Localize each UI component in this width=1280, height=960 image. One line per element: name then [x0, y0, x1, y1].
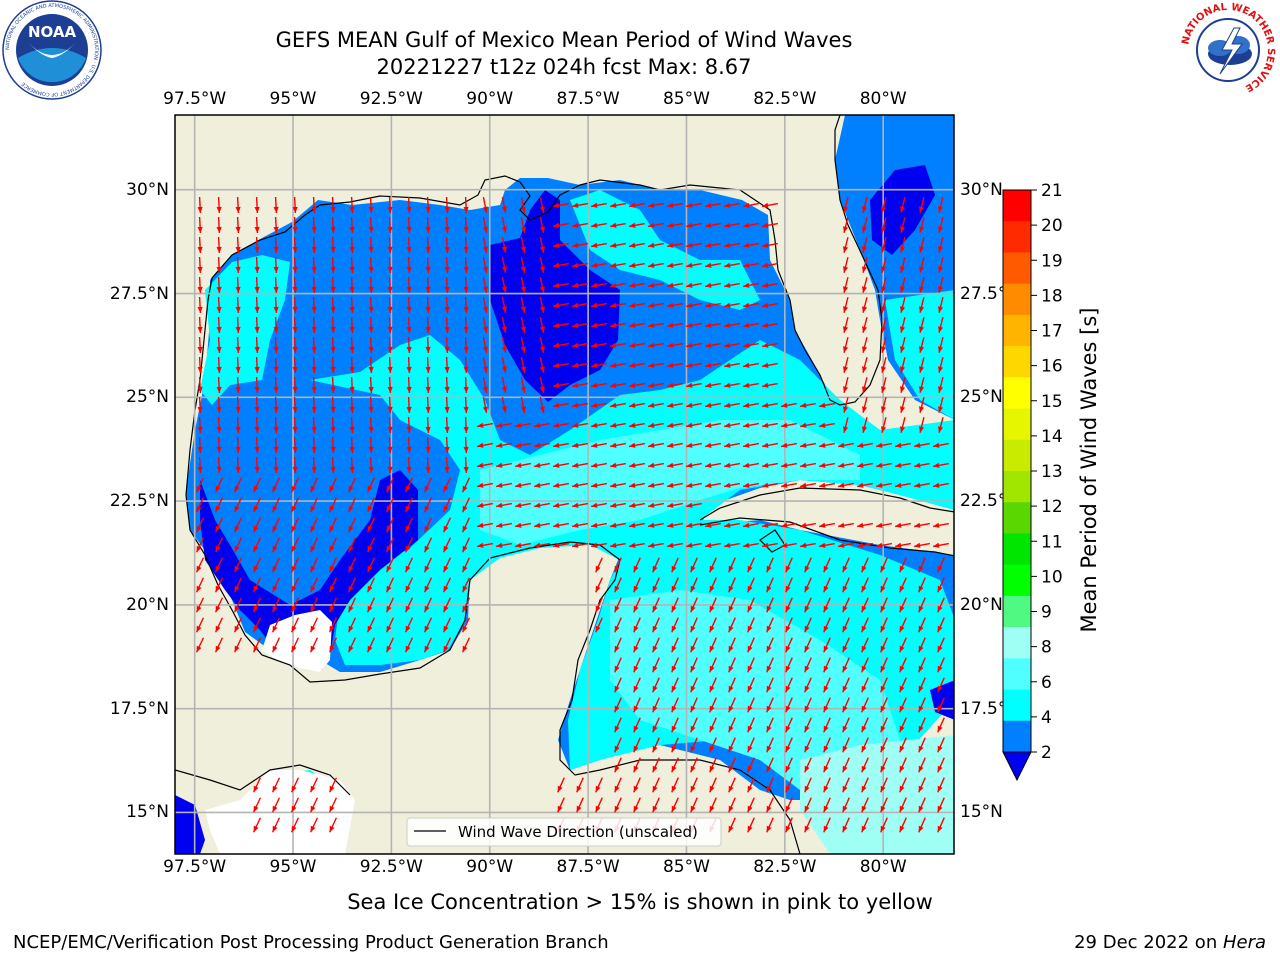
colorbar-segment — [1003, 346, 1031, 378]
footer-date: 29 Dec 2022 on Hera — [1074, 932, 1266, 953]
colorbar-segment — [1003, 690, 1031, 722]
colorbar-extend-arrow — [1003, 752, 1031, 780]
colorbar-segment — [1003, 284, 1031, 316]
colorbar-tick-label: 19 — [1041, 251, 1063, 271]
colorbar-tick-label: 10 — [1041, 567, 1063, 587]
colorbar-segment — [1003, 658, 1031, 690]
colorbar-tick-label: 20 — [1041, 216, 1063, 236]
colorbar-tick-label: 9 — [1041, 603, 1052, 623]
legend-label: Wind Wave Direction (unscaled) — [458, 823, 698, 841]
colorbar: 21 20 19 18 17 16 15 14 13 12 11 10 9 8 6 4 2 — [990, 175, 1130, 795]
colorbar-segment — [1003, 721, 1031, 753]
colorbar-tick-label: 4 — [1041, 708, 1052, 728]
colorbar-segment — [1003, 377, 1031, 409]
legend: Wind Wave Direction (unscaled) — [407, 818, 721, 846]
lon-tick-label-bottom: 80°W — [823, 857, 943, 877]
colorbar-tick-label: 13 — [1041, 462, 1063, 482]
colorbar-tick-label: 6 — [1041, 673, 1052, 693]
colorbar-segment — [1003, 502, 1031, 534]
colorbar-tick-label: 18 — [1041, 286, 1063, 306]
colorbar-tick-label: 8 — [1041, 638, 1052, 658]
colorbar-segment — [1003, 565, 1031, 597]
lat-tick-label-right: 15°N — [960, 802, 1003, 822]
lat-tick-label-left: 22.5°N — [49, 491, 169, 511]
colorbar-segment — [1003, 190, 1031, 222]
colorbar-segment — [1003, 409, 1031, 441]
colorbar-tick-label: 16 — [1041, 357, 1063, 377]
colorbar-segment — [1003, 440, 1031, 472]
lat-tick-label-left: 27.5°N — [49, 284, 169, 304]
colorbar-segment — [1003, 596, 1031, 628]
colorbar-tick-label: 2 — [1041, 743, 1052, 763]
colorbar-tick-label: 12 — [1041, 497, 1063, 517]
colorbar-segment — [1003, 533, 1031, 565]
colorbar-tick-label: 11 — [1041, 532, 1063, 552]
colorbar-segment — [1003, 221, 1031, 253]
lat-tick-label-left: 15°N — [49, 802, 169, 822]
footer-date-text: 29 Dec 2022 on — [1074, 932, 1223, 953]
colorbar-segment — [1003, 627, 1031, 659]
sea-ice-note: Sea Ice Concentration > 15% is shown in … — [0, 890, 1280, 914]
footer-credit: NCEP/EMC/Verification Post Processing Pr… — [13, 932, 609, 953]
lat-tick-label-left: 17.5°N — [49, 699, 169, 719]
colorbar-tick-label: 17 — [1041, 322, 1063, 342]
lat-tick-label-left: 20°N — [49, 595, 169, 615]
lon-tick-label-top: 80°W — [823, 89, 943, 109]
colorbar-tick-label: 21 — [1041, 181, 1063, 201]
colorbar-segment — [1003, 315, 1031, 347]
colorbar-segment — [1003, 471, 1031, 503]
lat-tick-label-left: 30°N — [49, 180, 169, 200]
colorbar-label: Mean Period of Wind Waves [s] — [1077, 308, 1101, 633]
footer-machine: Hera — [1223, 932, 1266, 953]
colorbar-tick-label: 14 — [1041, 427, 1063, 447]
colorbar-segment — [1003, 252, 1031, 284]
lat-tick-label-left: 25°N — [49, 387, 169, 407]
colorbar-tick-label: 15 — [1041, 392, 1063, 412]
